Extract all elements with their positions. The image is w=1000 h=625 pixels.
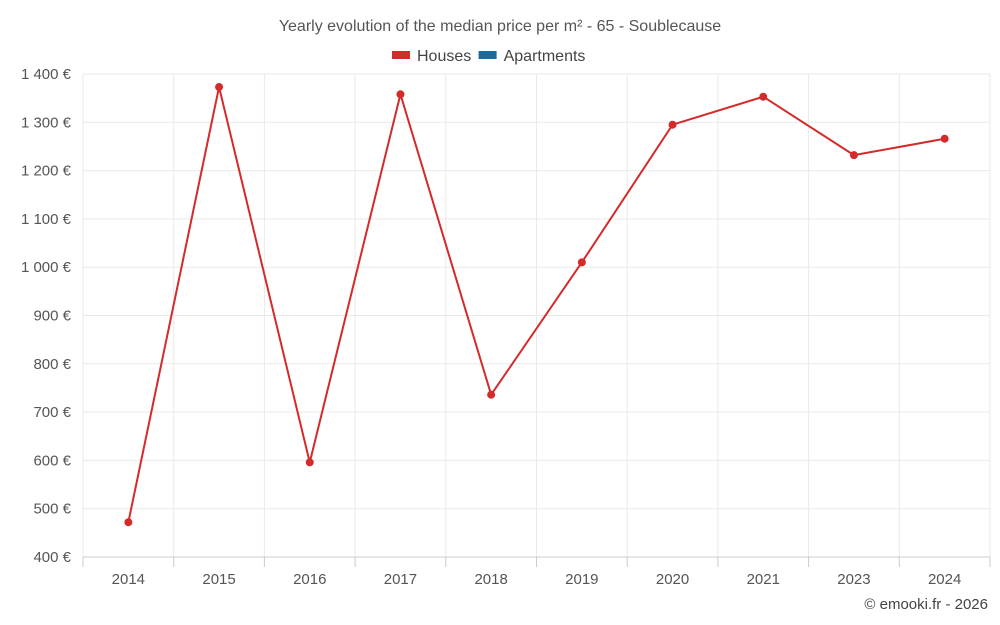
x-tick-label: 2018 <box>474 571 507 588</box>
credit-text: © emooki.fr - 2026 <box>864 596 988 613</box>
y-tick-label: 1 000 € <box>21 259 72 276</box>
legend-swatch-houses[interactable] <box>392 51 410 59</box>
x-tick-label: 2016 <box>293 571 326 588</box>
y-tick-label: 700 € <box>33 404 71 421</box>
x-tick-label: 2024 <box>928 571 961 588</box>
data-point-2017[interactable] <box>396 90 405 99</box>
y-tick-label: 1 300 € <box>21 114 72 131</box>
series-line-houses <box>127 86 945 523</box>
legend-label-apartments[interactable]: Apartments <box>504 48 586 65</box>
grid <box>82 73 991 558</box>
y-tick-label: 1 100 € <box>21 211 72 228</box>
y-tick-label: 1 200 € <box>21 163 72 180</box>
x-tick-label: 2020 <box>656 571 689 588</box>
legend-swatch-apartments[interactable] <box>478 51 497 59</box>
data-point-2016[interactable] <box>305 458 314 467</box>
data-point-2015[interactable] <box>215 83 224 92</box>
data-point-2024[interactable] <box>940 134 949 143</box>
series-layer <box>124 83 949 527</box>
x-tick-label: 2014 <box>112 571 145 588</box>
legend: Houses Apartments <box>392 48 585 65</box>
y-tick-label: 600 € <box>33 452 71 469</box>
x-tick-label: 2019 <box>565 571 598 588</box>
x-tick-label: 2021 <box>747 571 780 588</box>
y-tick-label: 500 € <box>33 501 71 518</box>
data-point-2019[interactable] <box>577 258 586 267</box>
data-point-2023[interactable] <box>849 151 858 160</box>
legend-label-houses[interactable]: Houses <box>417 48 471 65</box>
data-point-2018[interactable] <box>487 390 496 399</box>
y-tick-label: 1 400 € <box>21 66 72 83</box>
x-axis: 2014 2015 2016 2017 2018 2019 2020 2021 2023 2024 <box>82 556 991 588</box>
y-axis: 400 € 500 € 600 € 700 € 800 € 900 € 1 000 € 1 1… <box>21 66 72 566</box>
x-tick-label: 2015 <box>202 571 235 588</box>
data-point-2021[interactable] <box>759 92 768 101</box>
y-tick-label: 400 € <box>33 549 71 566</box>
data-point-2014[interactable] <box>124 518 133 527</box>
y-tick-label: 800 € <box>33 356 71 373</box>
x-tick-label: 2023 <box>837 571 870 588</box>
x-tick-label: 2017 <box>384 571 417 588</box>
y-tick-label: 900 € <box>33 308 71 325</box>
data-point-2020[interactable] <box>668 120 677 129</box>
chart-title: Yearly evolution of the median price per… <box>279 18 721 35</box>
